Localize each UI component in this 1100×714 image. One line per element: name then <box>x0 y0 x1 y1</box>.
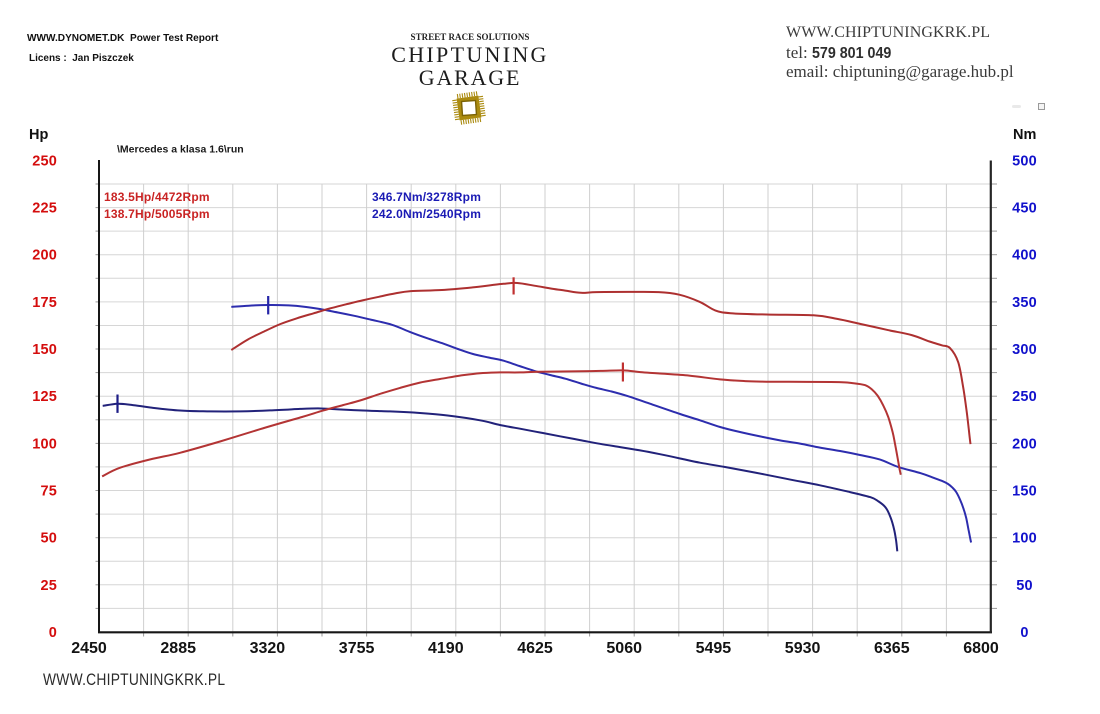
svg-text:Nm: Nm <box>1013 127 1036 143</box>
svg-text:183.5Hp/4472Rpm: 183.5Hp/4472Rpm <box>104 190 210 204</box>
svg-text:150: 150 <box>32 342 57 358</box>
svg-text:200: 200 <box>32 248 57 264</box>
svg-text:50: 50 <box>1016 578 1033 594</box>
svg-text:5930: 5930 <box>785 640 821 657</box>
svg-text:2450: 2450 <box>71 640 107 657</box>
svg-text:25: 25 <box>40 578 57 594</box>
svg-text:4625: 4625 <box>517 640 553 657</box>
svg-text:300: 300 <box>1012 342 1037 358</box>
svg-text:6365: 6365 <box>874 640 910 657</box>
svg-text:400: 400 <box>1012 248 1037 264</box>
svg-text:100: 100 <box>32 436 57 452</box>
svg-text:350: 350 <box>1012 295 1037 311</box>
svg-text:242.0Nm/2540Rpm: 242.0Nm/2540Rpm <box>372 207 481 221</box>
svg-text:250: 250 <box>1012 389 1037 405</box>
svg-text:250: 250 <box>32 153 57 169</box>
svg-text:225: 225 <box>32 201 57 217</box>
svg-text:0: 0 <box>49 625 57 641</box>
svg-text:\Mercedes a klasa 1.6\run: \Mercedes a klasa 1.6\run <box>117 144 244 156</box>
svg-text:500: 500 <box>1012 153 1037 169</box>
svg-text:125: 125 <box>32 389 57 405</box>
svg-text:3755: 3755 <box>339 640 375 657</box>
svg-text:5060: 5060 <box>606 640 642 657</box>
svg-text:50: 50 <box>40 531 57 547</box>
svg-text:4190: 4190 <box>428 640 464 657</box>
svg-text:6800: 6800 <box>963 640 999 657</box>
svg-text:138.7Hp/5005Rpm: 138.7Hp/5005Rpm <box>104 207 210 221</box>
svg-text:3320: 3320 <box>250 640 286 657</box>
svg-text:75: 75 <box>40 484 57 500</box>
svg-text:Hp: Hp <box>29 127 48 143</box>
svg-text:175: 175 <box>32 295 57 311</box>
svg-text:450: 450 <box>1012 201 1037 217</box>
svg-text:200: 200 <box>1012 436 1037 452</box>
svg-text:2885: 2885 <box>160 640 196 657</box>
svg-text:346.7Nm/3278Rpm: 346.7Nm/3278Rpm <box>372 190 481 204</box>
svg-text:5495: 5495 <box>696 640 732 657</box>
svg-text:0: 0 <box>1020 625 1028 641</box>
svg-text:100: 100 <box>1012 531 1037 547</box>
svg-text:150: 150 <box>1012 484 1037 500</box>
